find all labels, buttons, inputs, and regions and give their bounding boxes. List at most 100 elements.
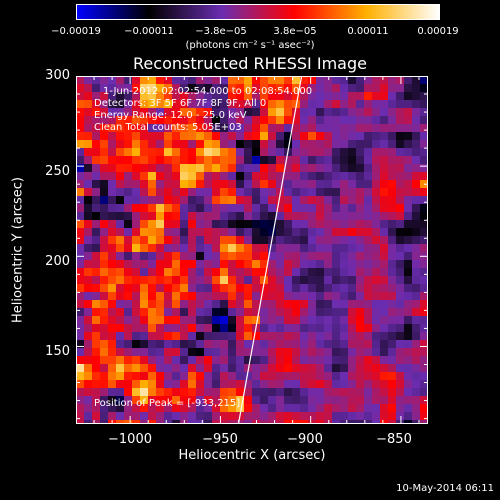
heatmap-cell: [180, 356, 189, 365]
heatmap-cell: [356, 148, 365, 157]
heatmap-cell: [380, 348, 389, 357]
heatmap-cell: [300, 180, 309, 189]
heatmap-cell: [84, 212, 93, 221]
heatmap-cell: [292, 236, 301, 245]
heatmap-cell: [348, 372, 357, 381]
heatmap-cell: [164, 292, 173, 301]
heatmap-cell: [260, 148, 269, 157]
heatmap-cell: [348, 316, 357, 325]
heatmap-cell: [252, 108, 261, 117]
heatmap-cell: [412, 100, 421, 109]
heatmap-cell: [108, 412, 117, 421]
heatmap-cell: [172, 364, 181, 373]
heatmap-cell: [308, 348, 317, 357]
heatmap-cell: [348, 380, 357, 389]
heatmap-cell: [308, 404, 317, 413]
heatmap-cell: [244, 252, 253, 261]
heatmap-cell: [284, 300, 293, 309]
heatmap-cell: [228, 388, 237, 397]
heatmap-cell: [236, 356, 245, 365]
heatmap-cell: [228, 396, 237, 405]
heatmap-cell: [116, 164, 125, 173]
heatmap-cell: [420, 116, 428, 125]
heatmap-cell: [412, 316, 421, 325]
heatmap-cell: [180, 180, 189, 189]
heatmap-cell: [316, 180, 325, 189]
heatmap-cell: [236, 332, 245, 341]
heatmap-cell: [196, 148, 205, 157]
heatmap-cell: [164, 164, 173, 173]
heatmap-cell: [356, 300, 365, 309]
heatmap-cell: [164, 156, 173, 165]
heatmap-cell: [204, 372, 213, 381]
heatmap-cell: [228, 244, 237, 253]
heatmap-cell: [388, 308, 397, 317]
heatmap-cell: [244, 172, 253, 181]
heatmap-cell: [332, 404, 341, 413]
heatmap-cell: [156, 204, 165, 213]
heatmap-cell: [324, 396, 333, 405]
heatmap-cell: [364, 140, 373, 149]
heatmap-cell: [124, 252, 133, 261]
heatmap-cell: [156, 180, 165, 189]
heatmap-cell: [188, 220, 197, 229]
heatmap-cell: [84, 188, 93, 197]
heatmap-cell: [220, 140, 229, 149]
heatmap-cell: [332, 116, 341, 125]
heatmap-cell: [124, 308, 133, 317]
heatmap-cell: [220, 420, 229, 424]
heatmap-cell: [228, 100, 237, 109]
heatmap-cell: [364, 172, 373, 181]
heatmap-cell: [252, 332, 261, 341]
heatmap-cell: [196, 364, 205, 373]
heatmap-cell: [180, 164, 189, 173]
heatmap-cell: [284, 332, 293, 341]
heatmap-cell: [308, 100, 317, 109]
heatmap-cell: [412, 212, 421, 221]
heatmap-cell: [204, 332, 213, 341]
heatmap-cell: [356, 252, 365, 261]
heatmap-cell: [100, 300, 109, 309]
heatmap-cell: [284, 164, 293, 173]
heatmap-cell: [92, 212, 101, 221]
heatmap-cell: [116, 356, 125, 365]
heatmap-cell: [236, 76, 245, 85]
heatmap-cell: [148, 364, 157, 373]
heatmap-cell: [228, 340, 237, 349]
heatmap-cell: [220, 324, 229, 333]
heatmap-cell: [252, 268, 261, 277]
heatmap-cell: [316, 356, 325, 365]
heatmap-cell: [332, 204, 341, 213]
heatmap-cell: [212, 340, 221, 349]
heatmap-cell: [356, 308, 365, 317]
heatmap-cell: [124, 420, 133, 424]
heatmap-cell: [140, 76, 149, 85]
heatmap-cell: [100, 156, 109, 165]
heatmap-cell: [372, 420, 381, 424]
heatmap-cell: [236, 92, 245, 101]
heatmap-cell: [244, 76, 253, 85]
heatmap-cell: [164, 148, 173, 157]
heatmap-cell: [300, 220, 309, 229]
heatmap-cell: [220, 188, 229, 197]
heatmap-cell: [396, 268, 405, 277]
heatmap-cell: [196, 348, 205, 357]
heatmap-cell: [196, 388, 205, 397]
heatmap-cell: [100, 188, 109, 197]
heatmap-cell: [340, 132, 349, 141]
heatmap-cell: [124, 236, 133, 245]
heatmap-cell: [172, 100, 181, 109]
heatmap-cell: [252, 228, 261, 237]
heatmap-cell: [316, 212, 325, 221]
heatmap-cell: [76, 276, 85, 285]
heatmap-cell: [156, 276, 165, 285]
heatmap-cell: [236, 324, 245, 333]
heatmap-cell: [332, 316, 341, 325]
heatmap-cell: [404, 228, 413, 237]
heatmap-cell: [228, 172, 237, 181]
heatmap-cell: [132, 84, 141, 93]
heatmap-cell: [172, 268, 181, 277]
heatmap-cell: [140, 420, 149, 424]
heatmap-cell: [396, 116, 405, 125]
heatmap-cell: [92, 340, 101, 349]
